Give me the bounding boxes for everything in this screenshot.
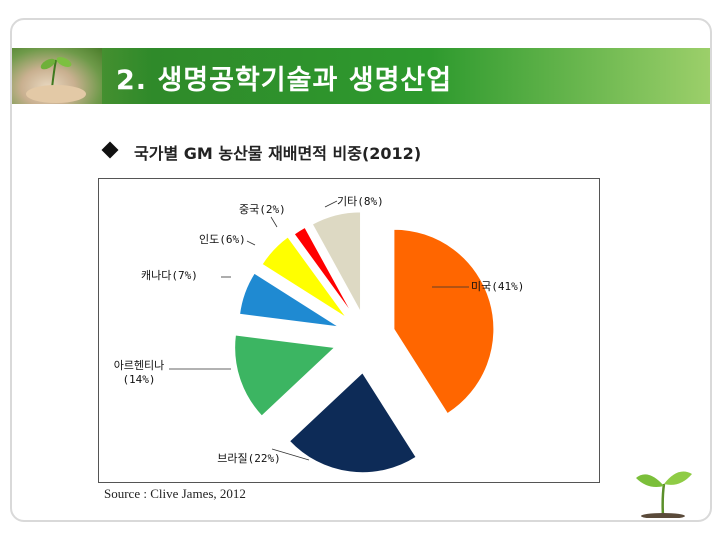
leader-line-1 [271, 448, 310, 461]
title-bar: 2. 생명공학기술과 생명산업 [12, 48, 710, 104]
source-note: Source : Clive James, 2012 [104, 486, 246, 501]
pie-chart: 미국(41%) 브라질(22%) 아르헨티나 (14%) 캐나다(7%) 인도(6%) 중국… [98, 178, 600, 483]
slice-label-5: 중국(2%) [239, 203, 286, 216]
slice-label-1: 브라질(22%) [217, 452, 280, 465]
pie-slice-1 [288, 371, 417, 474]
leader-line-5 [270, 216, 278, 228]
pie-slice-0 [393, 228, 495, 415]
leader-line-6 [324, 200, 338, 208]
slice-label-0: 미국(41%) [471, 280, 524, 293]
pie-chart-svg: 미국(41%) 브라질(22%) 아르헨티나 (14%) 캐나다(7%) 인도(6%) 중국… [114, 195, 524, 474]
sprout-icon [628, 458, 698, 522]
slice-label-2: 아르헨티나 (14%) [114, 359, 165, 386]
pie-slice-3 [239, 272, 340, 328]
leader-line-4 [246, 240, 256, 246]
page-title: 2. 생명공학기술과 생명산업 [116, 65, 453, 96]
hands-holding-seedling-icon [12, 48, 102, 104]
pie-slice-6 [311, 211, 362, 313]
pie-slice-4 [261, 236, 347, 319]
pie-slice-2 [234, 334, 336, 417]
slice-label-6: 기타(8%) [337, 195, 384, 208]
pie-slice-5 [293, 226, 354, 316]
slice-label-3: 캐나다(7%) [141, 269, 198, 282]
slice-label-4: 인도(6%) [199, 233, 246, 246]
chart-subtitle: 국가별 GM 농산물 재배면적 비중(2012) [134, 144, 422, 163]
